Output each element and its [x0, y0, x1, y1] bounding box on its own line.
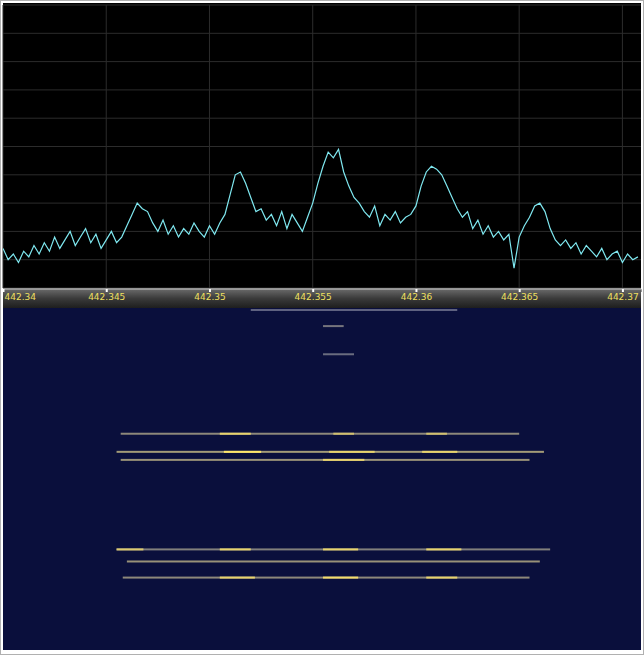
- tick: 442.37: [607, 289, 639, 302]
- waterfall-streak: [329, 451, 374, 453]
- frame: [1, 1, 644, 655]
- axis-band: [3, 289, 641, 308]
- tick: 442.36: [401, 289, 433, 302]
- grid-line: [3, 118, 641, 119]
- grid-line: [3, 146, 641, 147]
- waterfall-streak: [251, 309, 457, 311]
- grid: [3, 5, 641, 288]
- chart: 442.34 442.345 442.35 442.355 442.36 442.365 4…: [0, 0, 644, 655]
- waterfall-streak: [426, 577, 457, 579]
- tick: 442.35: [194, 289, 226, 302]
- waterfall-streak: [117, 548, 144, 550]
- waterfall-streak: [220, 548, 251, 550]
- tick-label: 442.34: [5, 292, 37, 302]
- tick-label: 442.345: [88, 292, 125, 302]
- waterfall-streak: [220, 577, 255, 579]
- grid-line: [622, 5, 623, 288]
- waterfall-streak: [323, 459, 364, 461]
- grid-line: [3, 61, 641, 62]
- waterfall-streak: [123, 577, 530, 579]
- plot-background: [3, 3, 641, 288]
- waterfall-streak: [323, 353, 354, 355]
- waterfall-streak: [323, 577, 358, 579]
- tick-label: 442.355: [295, 292, 332, 302]
- grid-line: [3, 231, 641, 232]
- waterfall-streak: [422, 451, 457, 453]
- grid-line: [3, 5, 4, 288]
- grid-line: [3, 174, 641, 175]
- grid-line: [3, 259, 641, 260]
- grid-line: [3, 33, 641, 34]
- grid-line: [3, 89, 641, 90]
- tick: 442.345: [88, 289, 125, 302]
- waterfall-streak: [323, 548, 358, 550]
- waterfall-streak: [426, 548, 461, 550]
- waterfall: [117, 309, 551, 579]
- waterfall-background: [3, 308, 641, 650]
- waterfall-streak: [224, 451, 261, 453]
- waterfall-streak: [220, 433, 251, 435]
- tick-label: 442.36: [401, 292, 433, 302]
- waterfall-streak: [127, 560, 540, 562]
- tick-label: 442.35: [194, 292, 226, 302]
- tick-label: 442.37: [607, 292, 639, 302]
- waterfall-streak: [117, 548, 551, 550]
- waterfall-streak: [426, 433, 447, 435]
- grid-line: [209, 5, 210, 288]
- tick: 442.365: [501, 289, 538, 302]
- tick: 442.34: [4, 289, 37, 302]
- tick-label: 442.365: [501, 292, 538, 302]
- spectrum-line: [3, 149, 638, 268]
- grid-line: [415, 5, 416, 288]
- grid-line: [106, 5, 107, 288]
- grid-line: [519, 5, 520, 288]
- grid-line: [3, 288, 641, 289]
- x-axis: 442.34 442.345 442.35 442.355 442.36 442.365 4…: [4, 289, 642, 302]
- waterfall-streak: [117, 451, 544, 453]
- grid-line: [312, 5, 313, 288]
- waterfall-streak: [323, 325, 344, 327]
- plot-area: [3, 149, 638, 268]
- grid-line: [3, 5, 641, 6]
- waterfall-streak: [121, 433, 519, 435]
- grid-line: [3, 203, 641, 204]
- waterfall-streak: [333, 433, 354, 435]
- tick: 442.355: [295, 289, 332, 302]
- waterfall-streak: [121, 459, 530, 461]
